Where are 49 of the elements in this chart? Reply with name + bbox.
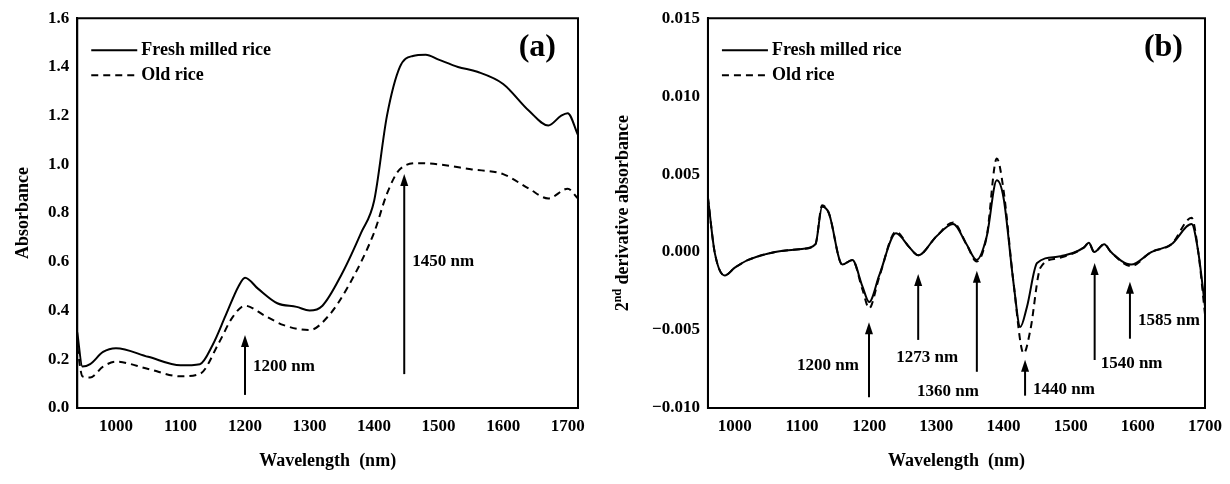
y-tick-label: 0.015 <box>661 7 700 27</box>
annotation: 1585 nm <box>1137 310 1200 330</box>
x-tick-label: 1600 <box>486 415 521 435</box>
legend-label: Fresh milled rice <box>771 38 902 59</box>
y-tick-label: 0.8 <box>48 202 70 222</box>
annotation: 1450 nm <box>412 250 475 270</box>
annotation: 1540 nm <box>1100 353 1163 373</box>
y-tick-label: 0.005 <box>661 163 700 183</box>
x-tick-label: 1500 <box>1053 415 1088 435</box>
x-axis-title: Wavelength (nm) <box>887 449 1025 471</box>
annotation: (b) <box>1143 27 1183 64</box>
annotation: 1273 nm <box>896 347 959 367</box>
annotation: 1440 nm <box>1033 379 1095 399</box>
x-tick-label: 1100 <box>785 415 819 435</box>
x-axis-title: Wavelength (nm) <box>259 449 397 471</box>
y-axis-title: Absorbance <box>12 167 32 260</box>
y-tick-label: 0.0 <box>48 397 70 417</box>
y-tick-label: 1.6 <box>48 7 70 27</box>
y-tick-label: 0.010 <box>661 85 700 105</box>
x-tick-label: 1000 <box>717 415 752 435</box>
legend-label: Old rice <box>771 63 835 84</box>
x-tick-label: 1500 <box>421 415 456 435</box>
x-tick-label: 1700 <box>1188 415 1222 435</box>
x-tick-label: 1000 <box>98 415 133 435</box>
annotation: 1200 nm <box>797 354 859 374</box>
x-tick-label: 1600 <box>1120 415 1155 435</box>
annotation: 1360 nm <box>916 381 979 401</box>
legend-label: Old rice <box>141 63 204 84</box>
y-tick-label: 0.6 <box>48 251 70 271</box>
y-tick-label: 0.2 <box>48 348 70 368</box>
y-tick-label: 0.000 <box>661 241 700 261</box>
legend-label: Fresh milled rice <box>141 38 271 59</box>
y-tick-label: 1.0 <box>48 153 70 173</box>
x-tick-label: 1300 <box>919 415 954 435</box>
x-tick-label: 1700 <box>550 415 585 435</box>
x-tick-label: 1300 <box>292 415 327 435</box>
x-tick-label: 1200 <box>228 415 263 435</box>
y-tick-label: 1.2 <box>48 105 70 125</box>
x-tick-label: 1400 <box>986 415 1021 435</box>
x-tick-label: 1100 <box>163 415 198 435</box>
x-tick-label: 1200 <box>852 415 887 435</box>
y-axis-title: 2nd derivative absorbance <box>610 114 632 312</box>
annotation: 1200 nm <box>253 356 315 376</box>
y-tick-label: −0.005 <box>652 319 700 339</box>
y-tick-label: 0.4 <box>48 299 70 319</box>
y-tick-label: −0.010 <box>652 397 700 417</box>
annotation: (a) <box>518 27 556 64</box>
x-tick-label: 1400 <box>357 415 392 435</box>
y-tick-label: 1.4 <box>48 56 70 76</box>
